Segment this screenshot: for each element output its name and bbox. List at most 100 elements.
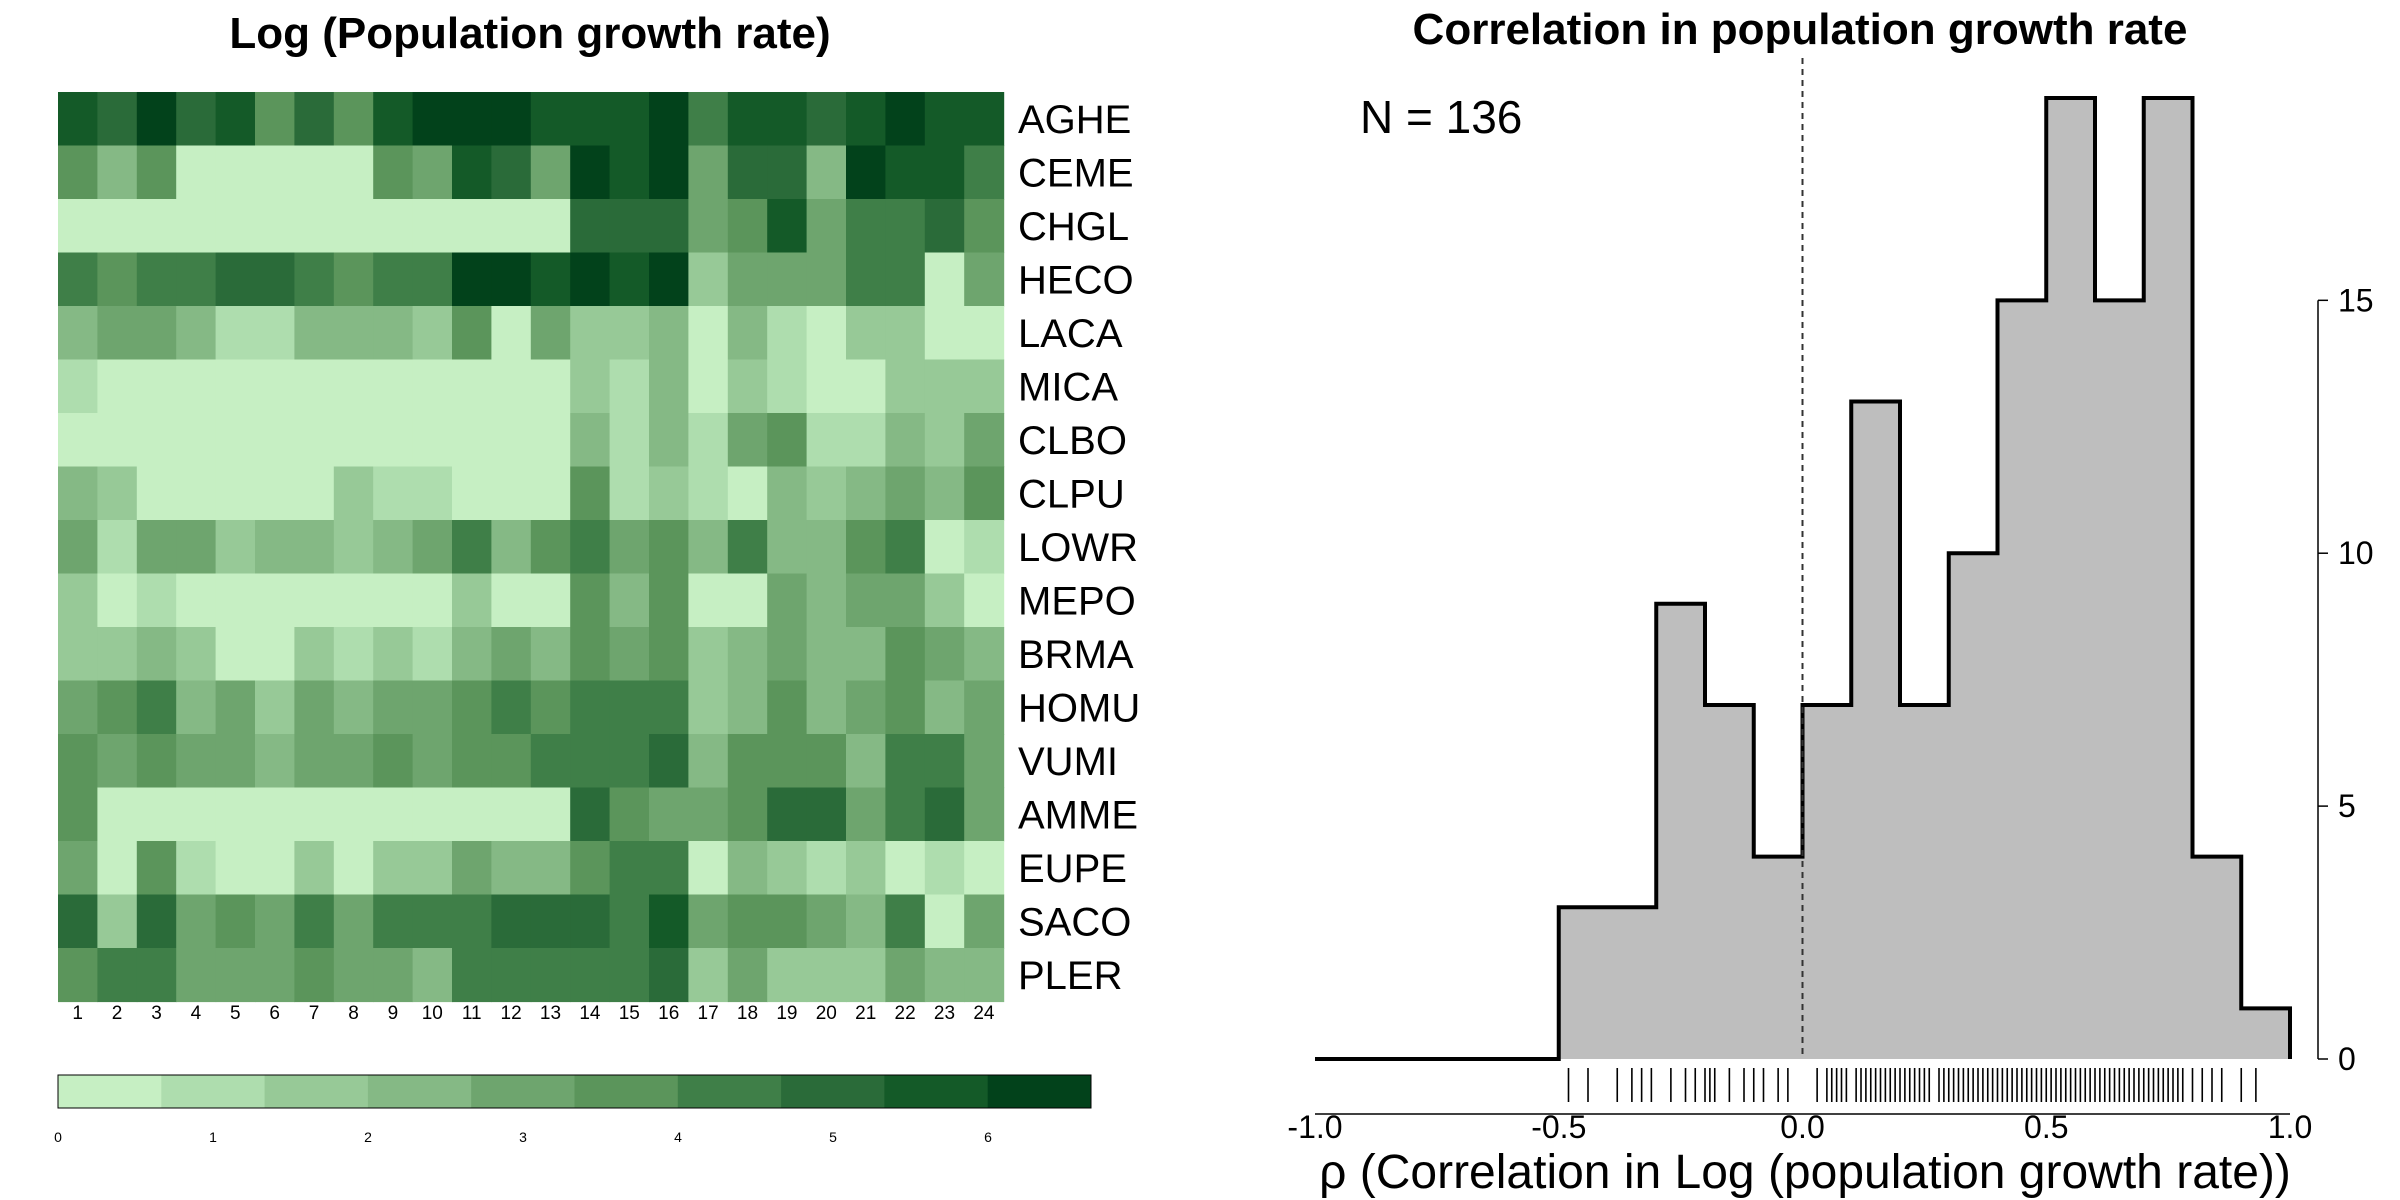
heatmap-cell xyxy=(806,413,847,468)
heatmap-cell xyxy=(649,573,689,628)
heatmap-cell xyxy=(649,627,689,682)
heatmap-cell xyxy=(609,573,650,628)
heatmap-cell xyxy=(885,359,926,414)
heatmap-cell xyxy=(373,627,414,682)
heatmap-cell xyxy=(964,787,1005,842)
heatmap-cell xyxy=(609,627,650,682)
heatmap-cell xyxy=(333,252,374,307)
heatmap-cell xyxy=(58,787,98,842)
heatmap-cell xyxy=(570,894,611,949)
heatmap-cell xyxy=(530,145,571,200)
heatmap-cell xyxy=(255,787,295,842)
heatmap-cell xyxy=(767,627,808,682)
heatmap-cell xyxy=(609,252,650,307)
heatmap-cell xyxy=(412,841,453,896)
heatmap-cell xyxy=(373,466,414,521)
heatmap-cell xyxy=(964,145,1005,200)
heatmap-cell xyxy=(806,466,847,521)
heatmap-cell xyxy=(491,894,532,949)
heatmap-cell xyxy=(373,92,414,147)
heatmap-cell xyxy=(452,145,492,200)
heatmap-cell xyxy=(885,787,926,842)
heatmap-cell xyxy=(688,199,729,254)
heatmap-column-label: 21 xyxy=(855,1003,876,1024)
heatmap-cell xyxy=(58,306,98,361)
heatmap-cell xyxy=(688,520,729,575)
heatmap-cell xyxy=(609,734,650,789)
heatmap-cell xyxy=(491,92,532,147)
heatmap-cell xyxy=(609,894,650,949)
heatmap-cell xyxy=(885,841,926,896)
heatmap-cell xyxy=(294,894,335,949)
heatmap-cell xyxy=(727,306,768,361)
heatmap-cell xyxy=(136,466,177,521)
heatmap-cell xyxy=(136,145,177,200)
heatmap-cell xyxy=(176,413,217,468)
x-tick-label: -0.5 xyxy=(1531,1109,1586,1145)
heatmap-cell xyxy=(846,359,886,414)
heatmap-cell xyxy=(136,520,177,575)
heatmap-cell xyxy=(885,520,926,575)
heatmap-cell xyxy=(136,199,177,254)
heatmap-cell xyxy=(58,252,98,307)
heatmap-cell xyxy=(964,734,1005,789)
heatmap-cell xyxy=(885,199,926,254)
heatmap-cell xyxy=(412,413,453,468)
heatmap-cell xyxy=(452,680,492,735)
heatmap-cell xyxy=(333,306,374,361)
heatmap-cell xyxy=(964,627,1005,682)
heatmap-cell xyxy=(530,413,571,468)
heatmap-cell xyxy=(767,145,808,200)
heatmap-cell xyxy=(767,359,808,414)
heatmap-cell xyxy=(688,466,729,521)
histogram-bar xyxy=(2095,300,2145,1059)
heatmap-cell xyxy=(885,306,926,361)
heatmap-cell xyxy=(176,734,217,789)
heatmap-cell xyxy=(767,466,808,521)
heatmap-cell xyxy=(767,520,808,575)
heatmap-cell xyxy=(924,841,965,896)
legend-swatch xyxy=(781,1075,885,1108)
heatmap-cell xyxy=(58,520,98,575)
heatmap-cell xyxy=(452,787,492,842)
heatmap-cell xyxy=(964,413,1005,468)
heatmap-row-label: VUMI xyxy=(1018,740,1118,784)
heatmap-cell xyxy=(649,680,689,735)
legend-tick-label: 1 xyxy=(209,1129,217,1145)
heatmap-cell xyxy=(255,680,295,735)
heatmap-cell xyxy=(176,520,217,575)
heatmap-cell xyxy=(255,841,295,896)
legend-swatch xyxy=(471,1075,575,1108)
heatmap-cell xyxy=(530,520,571,575)
heatmap-cell xyxy=(412,199,453,254)
heatmap-cell xyxy=(97,894,138,949)
heatmap-cell xyxy=(491,306,532,361)
heatmap-cell xyxy=(727,199,768,254)
heatmap-cell xyxy=(215,894,256,949)
heatmap-column-label: 18 xyxy=(737,1003,758,1024)
y-tick-label: 0 xyxy=(2338,1041,2356,1077)
x-tick-label: -1.0 xyxy=(1287,1109,1342,1145)
heatmap-cell xyxy=(373,359,414,414)
heatmap-cell xyxy=(373,306,414,361)
heatmap-row-label: PLER xyxy=(1018,954,1123,998)
heatmap-cell xyxy=(530,948,571,1003)
heatmap-cell xyxy=(97,359,138,414)
heatmap-cell xyxy=(609,92,650,147)
heatmap-cell xyxy=(649,787,689,842)
heatmap-cell xyxy=(373,145,414,200)
heatmap-cell xyxy=(688,359,729,414)
heatmap-cell xyxy=(688,894,729,949)
heatmap-cell xyxy=(846,145,886,200)
heatmap-cell xyxy=(333,948,374,1003)
legend-frame xyxy=(57,1074,1092,1109)
heatmap-cell xyxy=(688,92,729,147)
heatmap-cell xyxy=(97,948,138,1003)
heatmap-cell xyxy=(333,145,374,200)
histogram-title: Correlation in population growth rate xyxy=(1413,5,2188,54)
heatmap-cell xyxy=(255,413,295,468)
heatmap-cell xyxy=(136,306,177,361)
heatmap-cell xyxy=(491,413,532,468)
heatmap-cell xyxy=(806,520,847,575)
